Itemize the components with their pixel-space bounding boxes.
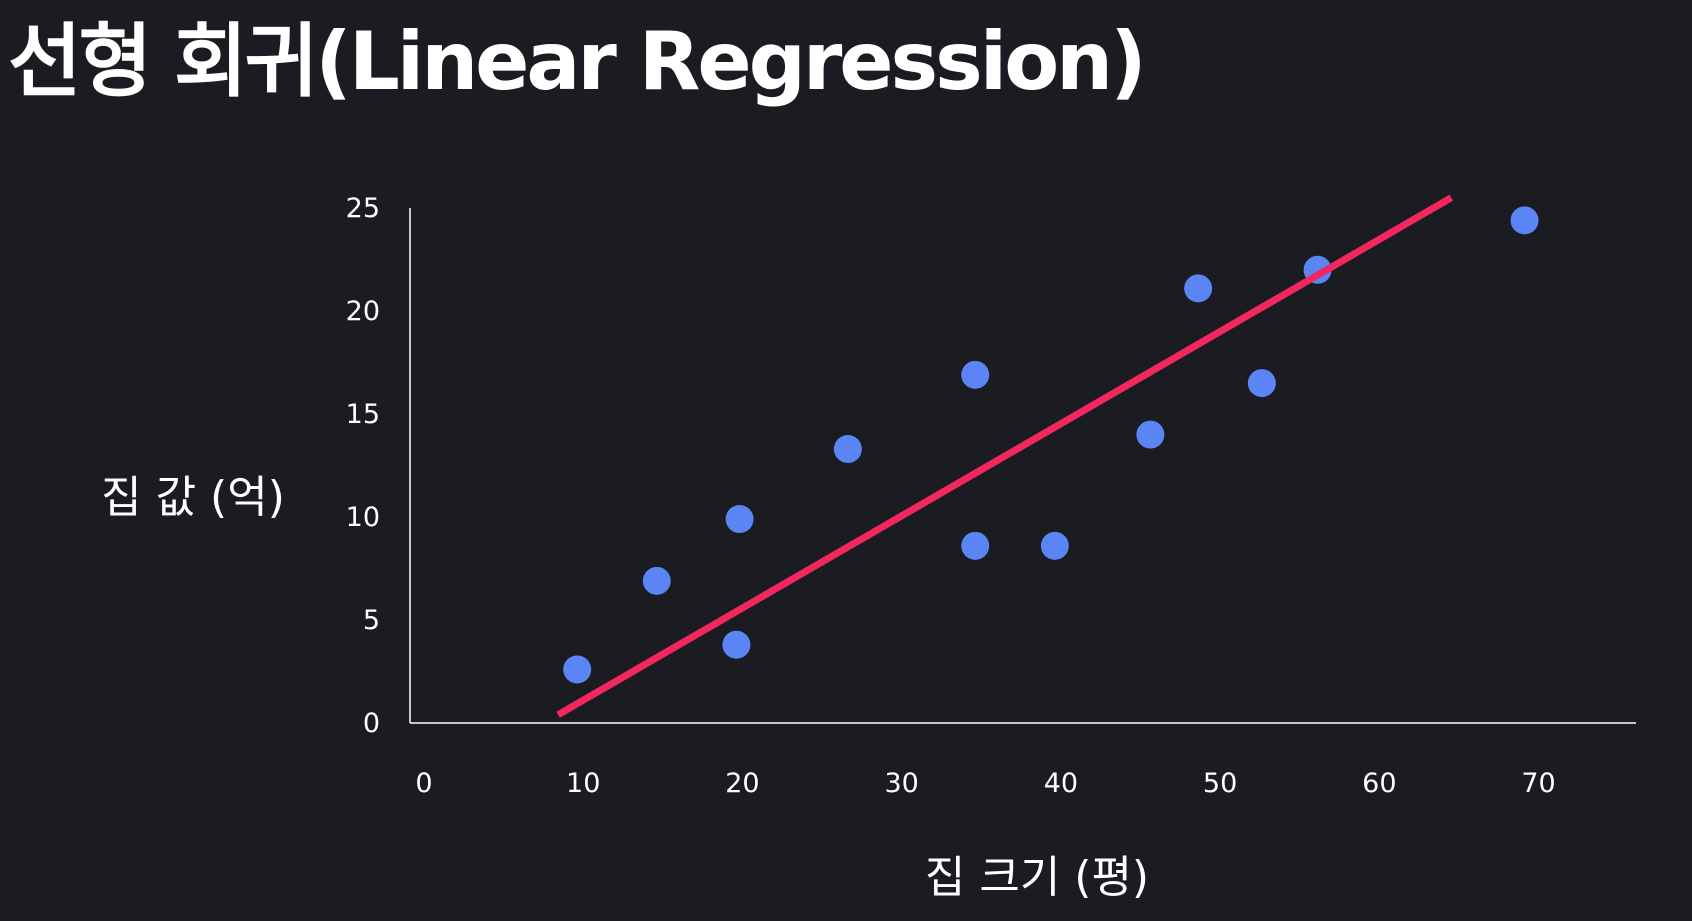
- y-axis-ticks: 0 5 10 15 20 25: [346, 193, 380, 739]
- data-point: [642, 566, 671, 595]
- y-tick-label: 5: [363, 605, 380, 636]
- x-tick-label: 70: [1521, 768, 1555, 799]
- data-point: [725, 505, 754, 534]
- y-tick-label: 15: [346, 399, 380, 430]
- data-point: [1040, 531, 1069, 560]
- y-tick-label: 0: [363, 708, 380, 739]
- page-title: 선형 회귀(Linear Regression): [8, 15, 1147, 108]
- regression-line-layer: [556, 194, 1454, 718]
- x-axis-ticks: 0 10 20 30 40 50 60 70: [415, 768, 1555, 799]
- data-point: [961, 360, 990, 389]
- data-point: [563, 655, 592, 684]
- data-point: [1184, 274, 1213, 303]
- data-point: [961, 531, 990, 560]
- x-tick-label: 60: [1362, 768, 1396, 799]
- y-tick-label: 20: [346, 296, 380, 327]
- data-point: [1247, 369, 1276, 398]
- y-tick-label: 10: [346, 502, 380, 533]
- x-axis-title: 집 크기 (평): [925, 852, 1149, 903]
- x-tick-label: 10: [566, 768, 600, 799]
- data-point: [1136, 420, 1165, 449]
- axes: [409, 208, 1636, 724]
- x-tick-label: 20: [725, 768, 759, 799]
- x-tick-label: 30: [884, 768, 918, 799]
- data-point: [1510, 206, 1539, 235]
- y-axis-title: 집 값 (억): [101, 472, 285, 523]
- regression-line: [556, 194, 1454, 718]
- x-tick-label: 50: [1203, 768, 1237, 799]
- data-points: [563, 206, 1539, 684]
- data-point: [833, 435, 862, 464]
- x-tick-label: 40: [1044, 768, 1078, 799]
- y-tick-label: 25: [346, 193, 380, 224]
- x-tick-label: 0: [415, 768, 432, 799]
- data-point: [722, 630, 751, 659]
